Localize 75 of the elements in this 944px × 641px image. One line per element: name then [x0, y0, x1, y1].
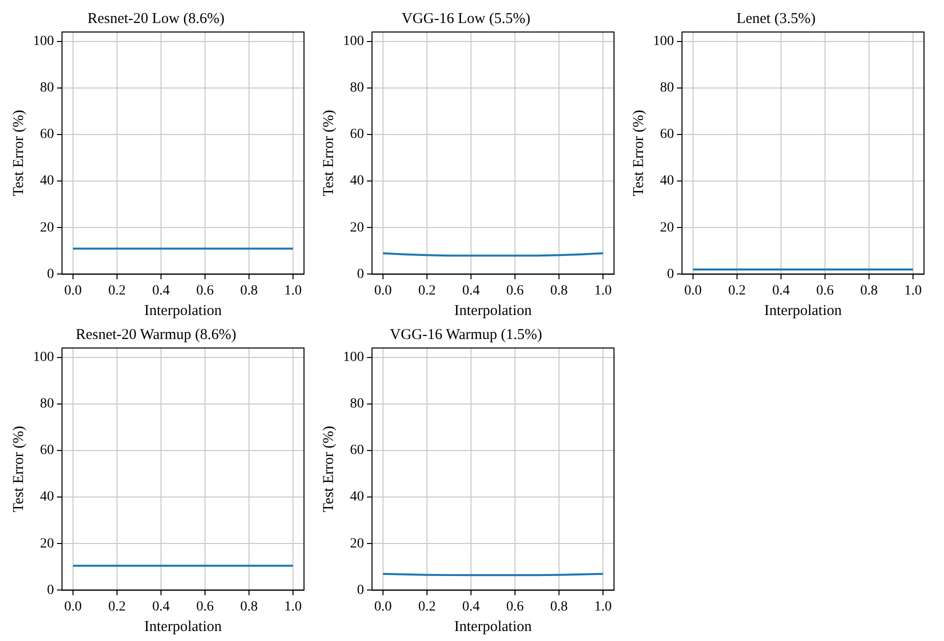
chart-title: VGG-16 Low (5.5%): [402, 10, 530, 27]
y-axis-title: Test Error (%): [320, 110, 337, 196]
x-axis-title: Interpolation: [454, 302, 532, 319]
x-tick-label: 0.0: [64, 283, 82, 298]
y-tick-label: 100: [343, 34, 364, 49]
x-tick-label: 0.4: [462, 283, 480, 298]
x-tick-label: 0.6: [816, 283, 834, 298]
y-tick-label: 80: [350, 396, 364, 412]
x-tick-label: 1.0: [594, 599, 612, 614]
y-tick-label: 20: [40, 536, 54, 552]
y-tick-label: 100: [33, 34, 54, 49]
y-tick-label: 20: [40, 220, 54, 236]
y-tick-label: 20: [350, 220, 364, 236]
x-tick-label: 0.4: [772, 283, 790, 298]
chart-title: Lenet (3.5%): [736, 10, 816, 27]
y-tick-label: 20: [660, 220, 674, 236]
x-tick-label: 1.0: [904, 283, 922, 298]
y-tick-label: 40: [40, 490, 54, 505]
y-tick-label: 80: [660, 80, 674, 96]
y-tick-label: 40: [350, 490, 364, 505]
x-tick-label: 0.4: [462, 599, 480, 614]
x-tick-label: 1.0: [594, 283, 612, 298]
x-tick-label: 0.2: [108, 599, 126, 614]
x-axis-title: Interpolation: [764, 302, 842, 319]
x-tick-label: 0.0: [374, 599, 392, 614]
y-tick-label: 100: [653, 34, 674, 49]
x-tick-label: 0.8: [550, 599, 568, 614]
x-tick-label: 0.0: [684, 283, 702, 298]
x-tick-label: 0.0: [374, 283, 392, 298]
y-tick-label: 0: [47, 582, 54, 598]
y-tick-label: 80: [350, 80, 364, 96]
x-tick-label: 0.2: [418, 599, 436, 614]
y-tick-label: 100: [33, 350, 54, 365]
x-tick-label: 0.4: [152, 599, 170, 614]
x-tick-label: 1.0: [284, 599, 302, 614]
x-tick-label: 0.8: [240, 599, 258, 614]
y-tick-label: 0: [667, 266, 674, 282]
x-axis-title: Interpolation: [454, 618, 532, 635]
y-tick-label: 100: [343, 350, 364, 365]
x-tick-label: 0.8: [860, 283, 878, 298]
y-tick-label: 40: [350, 174, 364, 189]
y-axis-title: Test Error (%): [320, 426, 337, 512]
y-axis-title: Test Error (%): [10, 426, 27, 512]
x-tick-label: 0.6: [506, 283, 524, 298]
y-tick-label: 40: [660, 174, 674, 189]
y-axis-title: Test Error (%): [10, 110, 27, 196]
y-tick-label: 0: [357, 266, 364, 282]
y-tick-label: 60: [350, 443, 364, 458]
y-tick-label: 20: [350, 536, 364, 552]
x-axis-title: Interpolation: [144, 618, 222, 635]
x-axis-title: Interpolation: [144, 302, 222, 319]
y-axis-title: Test Error (%): [630, 110, 647, 196]
x-tick-label: 0.6: [196, 283, 214, 298]
chart-title: Resnet-20 Warmup (8.6%): [76, 326, 236, 343]
y-tick-label: 60: [40, 443, 54, 458]
y-tick-label: 0: [47, 266, 54, 282]
x-tick-label: 0.2: [728, 283, 746, 298]
x-tick-label: 0.4: [152, 283, 170, 298]
x-tick-label: 1.0: [284, 283, 302, 298]
x-tick-label: 0.2: [108, 283, 126, 298]
y-tick-label: 60: [350, 127, 364, 142]
y-tick-label: 80: [40, 80, 54, 96]
chart-title: Resnet-20 Low (8.6%): [87, 10, 225, 27]
chart-title: VGG-16 Warmup (1.5%): [390, 326, 542, 343]
x-tick-label: 0.8: [240, 283, 258, 298]
x-tick-label: 0.2: [418, 283, 436, 298]
y-tick-label: 60: [660, 127, 674, 142]
y-tick-label: 60: [40, 127, 54, 142]
x-tick-label: 0.6: [196, 599, 214, 614]
y-tick-label: 40: [40, 174, 54, 189]
x-tick-label: 0.0: [64, 599, 82, 614]
y-tick-label: 0: [357, 582, 364, 598]
x-tick-label: 0.6: [506, 599, 524, 614]
y-tick-label: 80: [40, 396, 54, 412]
x-tick-label: 0.8: [550, 283, 568, 298]
